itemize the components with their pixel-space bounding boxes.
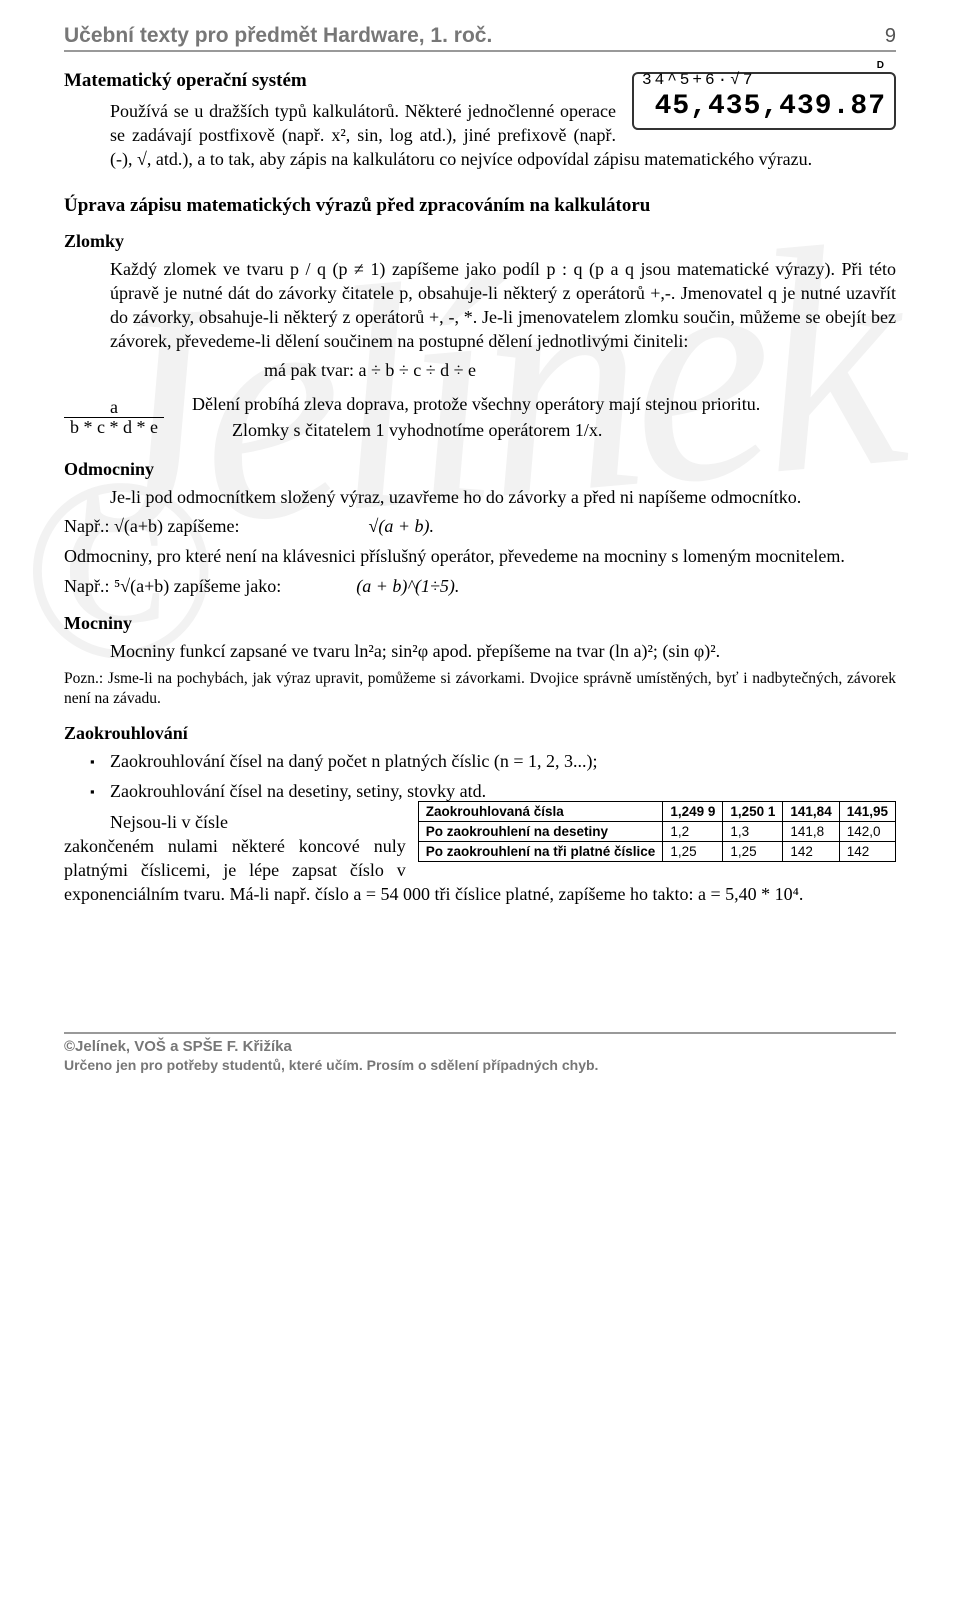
table-cell: 142,0 [839,822,895,842]
table-cell: 142 [839,842,895,862]
table-header: 141,84 [783,802,839,822]
odmoc-ex2-right: (a + b)^(1÷5). [356,576,459,596]
fraction-numerator: a [104,398,124,417]
paragraph-odmoc2: Odmocniny, pro které není na klávesnici … [64,545,896,569]
table-cell: 1,3 [723,822,783,842]
heading-zlomky: Zlomky [64,231,896,252]
footer-line2: Určeno jen pro potřeby studentů, které u… [64,1057,896,1073]
odmoc-example2: Např.: ⁵√(a+b) zapíšeme jako: (a + b)^(1… [64,575,896,599]
table-row: Zaokrouhlovaná čísla 1,249 9 1,250 1 141… [418,802,895,822]
paragraph-mocniny: Mocniny funkcí zapsané ve tvaru ln²a; si… [64,640,896,664]
zaok-bullets: Zaokrouhlování čísel na daný počet n pla… [64,750,896,804]
heading-zaokrouhlovani: Zaokrouhlování [64,723,896,744]
calc-line-result: 45,435,439.87 [642,91,886,122]
zaok-bullet-1: Zaokrouhlování čísel na daný počet n pla… [110,750,896,774]
fraction-description: Dělení probíhá zleva doprava, protože vš… [192,391,760,445]
fraction-desc-line1: Dělení probíhá zleva doprava, protože vš… [192,393,760,417]
header-page-number: 9 [885,25,896,48]
fraction-display: a b * c * d * e [64,398,164,437]
heading-mocniny: Mocniny [64,613,896,634]
table-cell: Po zaokrouhlení na tři platné číslice [418,842,663,862]
table-row: Po zaokrouhlení na desetiny 1,2 1,3 141,… [418,822,895,842]
zaok-p1a: Nejsou-li v čísle [110,812,228,832]
table-header: 141,95 [839,802,895,822]
calculator-figure: D 34^5+6·√7 45,435,439.87 [632,72,896,130]
odmoc-ex2-left: Např.: ⁵√(a+b) zapíšeme jako: [64,576,281,596]
rounding-table: Zaokrouhlovaná čísla 1,249 9 1,250 1 141… [418,801,896,862]
note-pozn: Pozn.: Jsme-li na pochybách, jak výraz u… [64,669,896,709]
paragraph-odmoc1: Je-li pod odmocnítkem složený výraz, uza… [64,486,896,510]
odmoc-ex1-right: √(a + b). [368,516,434,536]
fraction-explain-row: a b * c * d * e Dělení probíhá zleva dop… [64,391,896,445]
zaok-bullet-2: Zaokrouhlování čísel na desetiny, setiny… [110,780,896,804]
rounding-table-wrap: Zaokrouhlovaná čísla 1,249 9 1,250 1 141… [418,801,896,862]
table-header: 1,250 1 [723,802,783,822]
heading-odmocniny: Odmocniny [64,459,896,480]
header-title: Učební texty pro předmět Hardware, 1. ro… [64,24,492,48]
heading-uprava: Úprava zápisu matematických výrazů před … [64,195,896,217]
fraction-desc-line2: Zlomky s čitatelem 1 vyhodnotíme operáto… [192,419,760,443]
table-cell: Po zaokrouhlení na desetiny [418,822,663,842]
page-header: Učební texty pro předmět Hardware, 1. ro… [64,24,896,52]
zlomky-rule: má pak tvar: a ÷ b ÷ c ÷ d ÷ e [64,359,896,383]
page-footer: ©Jelínek, VOŠ a SPŠE F. Křižíka Určeno j… [64,1032,896,1073]
table-cell: 1,25 [663,842,723,862]
table-cell: 1,25 [723,842,783,862]
fraction-denominator: b * c * d * e [64,417,164,437]
table-header: 1,249 9 [663,802,723,822]
calc-line-input: 34^5+6·√7 [642,71,886,89]
table-cell: 142 [783,842,839,862]
table-row: Po zaokrouhlení na tři platné číslice 1,… [418,842,895,862]
odmoc-example1: Např.: √(a+b) zapíšeme: √(a + b). [64,515,896,539]
table-cell: 141,8 [783,822,839,842]
paragraph-zlomky: Každý zlomek ve tvaru p / q (p ≠ 1) zapí… [64,258,896,353]
table-cell: 1,2 [663,822,723,842]
table-header: Zaokrouhlovaná čísla [418,802,663,822]
odmoc-ex1-left: Např.: √(a+b) zapíšeme: [64,516,239,536]
calc-mode-indicator: D [642,60,886,71]
footer-line1: ©Jelínek, VOŠ a SPŠE F. Křižíka [64,1038,896,1055]
